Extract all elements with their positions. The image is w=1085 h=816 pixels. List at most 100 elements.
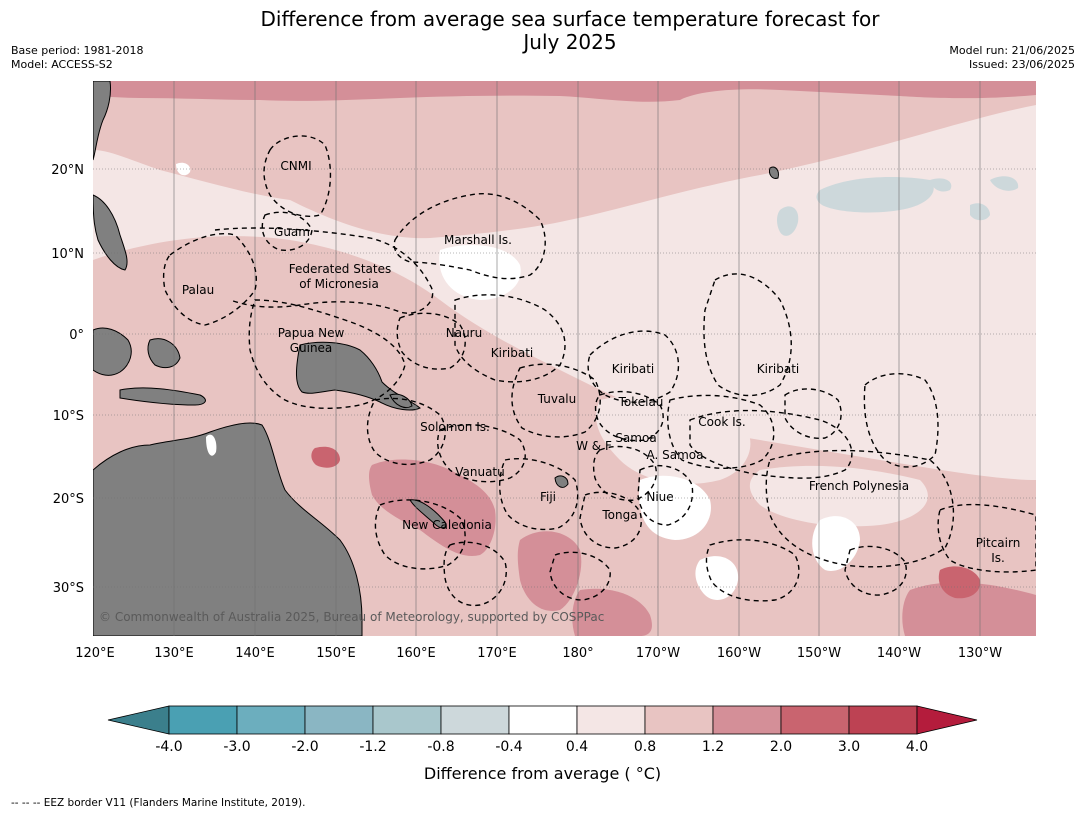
label-guam: Guam — [274, 225, 310, 239]
label-new-caledonia: New Caledonia — [402, 518, 492, 532]
lon-label: 160°E — [396, 646, 436, 661]
anomaly-region — [93, 81, 1036, 102]
title-line-1: Difference from average sea surface temp… — [260, 7, 880, 31]
anomaly-region — [93, 81, 1036, 239]
copyright-text: © Commonwealth of Australia 2025, Bureau… — [99, 610, 604, 624]
label-tuvalu: Tuvalu — [537, 392, 577, 406]
colorbar-ticks: -4.0 -3.0 -2.0 -1.2 -0.8 -0.4 0.4 0.8 1.… — [155, 739, 928, 755]
lat-label: 10°N — [51, 247, 84, 262]
lon-label: 130°E — [154, 646, 194, 661]
label-vanuatu: Vanuatu — [455, 465, 505, 479]
colorbar-bin — [236, 705, 306, 735]
eez-footnote: -- -- -- EEZ border V11 (Flanders Marine… — [11, 797, 306, 809]
colorbar-bin — [168, 705, 238, 735]
colorbar-tick: 1.2 — [702, 739, 724, 755]
lon-label: 170°W — [636, 646, 680, 661]
eez-borders — [162, 135, 1036, 607]
lon-label: 170°E — [477, 646, 517, 661]
graticule — [173, 81, 981, 636]
colorbar-tick: 4.0 — [906, 739, 928, 755]
lat-label: 10°S — [53, 409, 84, 424]
colorbar-tick: 0.4 — [566, 739, 588, 755]
colorbar-bin — [304, 705, 374, 735]
neutral-region — [812, 516, 860, 571]
colorbar-tick: -0.8 — [427, 739, 454, 755]
neutral-region — [439, 245, 521, 300]
label-png-2: Guinea — [290, 341, 333, 355]
colorbar-bin — [848, 705, 918, 735]
graticule-lat — [93, 168, 1036, 588]
label-pitcairn-2: Is. — [991, 551, 1005, 565]
anomaly-region — [572, 588, 652, 636]
lat-label: 0° — [69, 328, 84, 343]
lat-label: 20°S — [53, 492, 84, 507]
label-marshall-is: Marshall Is. — [444, 233, 512, 247]
title-line-2: July 2025 — [523, 30, 617, 54]
lat-label: 30°S — [53, 581, 84, 596]
philippines-landmass — [93, 194, 128, 271]
label-w-and-f: W & F — [576, 439, 612, 453]
label-nauru: Nauru — [446, 326, 482, 340]
colorbar-under-arrow — [107, 705, 170, 735]
label-fsm-2: of Micronesia — [299, 277, 379, 291]
colorbar-bin — [780, 705, 850, 735]
colorbar-bin — [712, 705, 782, 735]
anomaly-region — [369, 459, 496, 556]
anomaly-region — [938, 566, 981, 599]
new-guinea-landmass — [296, 341, 421, 411]
cool-region — [930, 178, 952, 192]
colorbar-bin — [440, 705, 510, 735]
colorbar-over-arrow — [916, 705, 978, 735]
label-pitcairn-1: Pitcairn — [976, 536, 1021, 550]
solomon-landmass — [389, 393, 413, 409]
label-kiribati-w: Kiribati — [491, 346, 533, 360]
fiji-landmass — [554, 475, 569, 488]
label-kiribati-e: Kiribati — [757, 362, 799, 376]
label-tonga: Tonga — [601, 508, 637, 522]
lon-label: 150°E — [316, 646, 356, 661]
lon-label: 150°W — [797, 646, 841, 661]
gulf-of-carpentaria — [206, 434, 217, 456]
lon-label: 180° — [562, 646, 593, 661]
anomaly-region — [902, 582, 1036, 636]
colorbar-tick: -1.2 — [359, 739, 386, 755]
meta-right: Model run: 21/06/2025 Issued: 23/06/2025 — [949, 44, 1075, 72]
colorbar-bin — [644, 705, 714, 735]
colorbar-tick: -2.0 — [291, 739, 318, 755]
label-tokelau: Tokelau — [618, 395, 664, 409]
place-labels: CNMI Guam Marshall Is. Federated States … — [182, 159, 1020, 565]
label-png-1: Papua New — [278, 326, 345, 340]
latitude-labels: 20°N 10°N 0° 10°S 20°S 30°S — [51, 163, 84, 596]
new-caledonia-landmass — [409, 499, 447, 529]
colorbar-tick: 3.0 — [838, 739, 860, 755]
label-palau: Palau — [182, 283, 214, 297]
meta-left: Base period: 1981-2018 Model: ACCESS-S2 — [11, 44, 143, 72]
anomaly-region — [311, 446, 340, 468]
label-fsm-1: Federated States — [289, 262, 391, 276]
colorbar-tick: -0.4 — [495, 739, 522, 755]
sulawesi-landmass — [147, 338, 181, 369]
colorbar-tick: 2.0 — [770, 739, 792, 755]
colorbar-title: Difference from average ( °C) — [423, 764, 662, 783]
colorbar-bin — [372, 705, 442, 735]
lon-label: 140°E — [235, 646, 275, 661]
colorbar-tick: -4.0 — [155, 739, 182, 755]
chart-title: Difference from average sea surface temp… — [0, 8, 1085, 54]
lon-label: 120°E — [75, 646, 115, 661]
label-cnmi: CNMI — [280, 159, 311, 173]
lon-label: 140°W — [877, 646, 921, 661]
colorbar-bin — [508, 705, 578, 735]
model-name: Model: ACCESS-S2 — [11, 58, 113, 71]
anomaly-region — [517, 531, 582, 611]
lesser-sunda-landmass — [119, 387, 206, 406]
neutral-region — [695, 556, 739, 600]
lat-label: 20°N — [51, 163, 84, 178]
hawaii-landmass — [769, 166, 779, 179]
cool-region — [777, 206, 799, 236]
issued-date: Issued: 23/06/2025 — [968, 58, 1075, 71]
lon-label: 130°W — [958, 646, 1002, 661]
base-period: Base period: 1981-2018 — [11, 44, 144, 57]
colorbar — [107, 705, 978, 735]
anomaly-region — [749, 465, 928, 527]
